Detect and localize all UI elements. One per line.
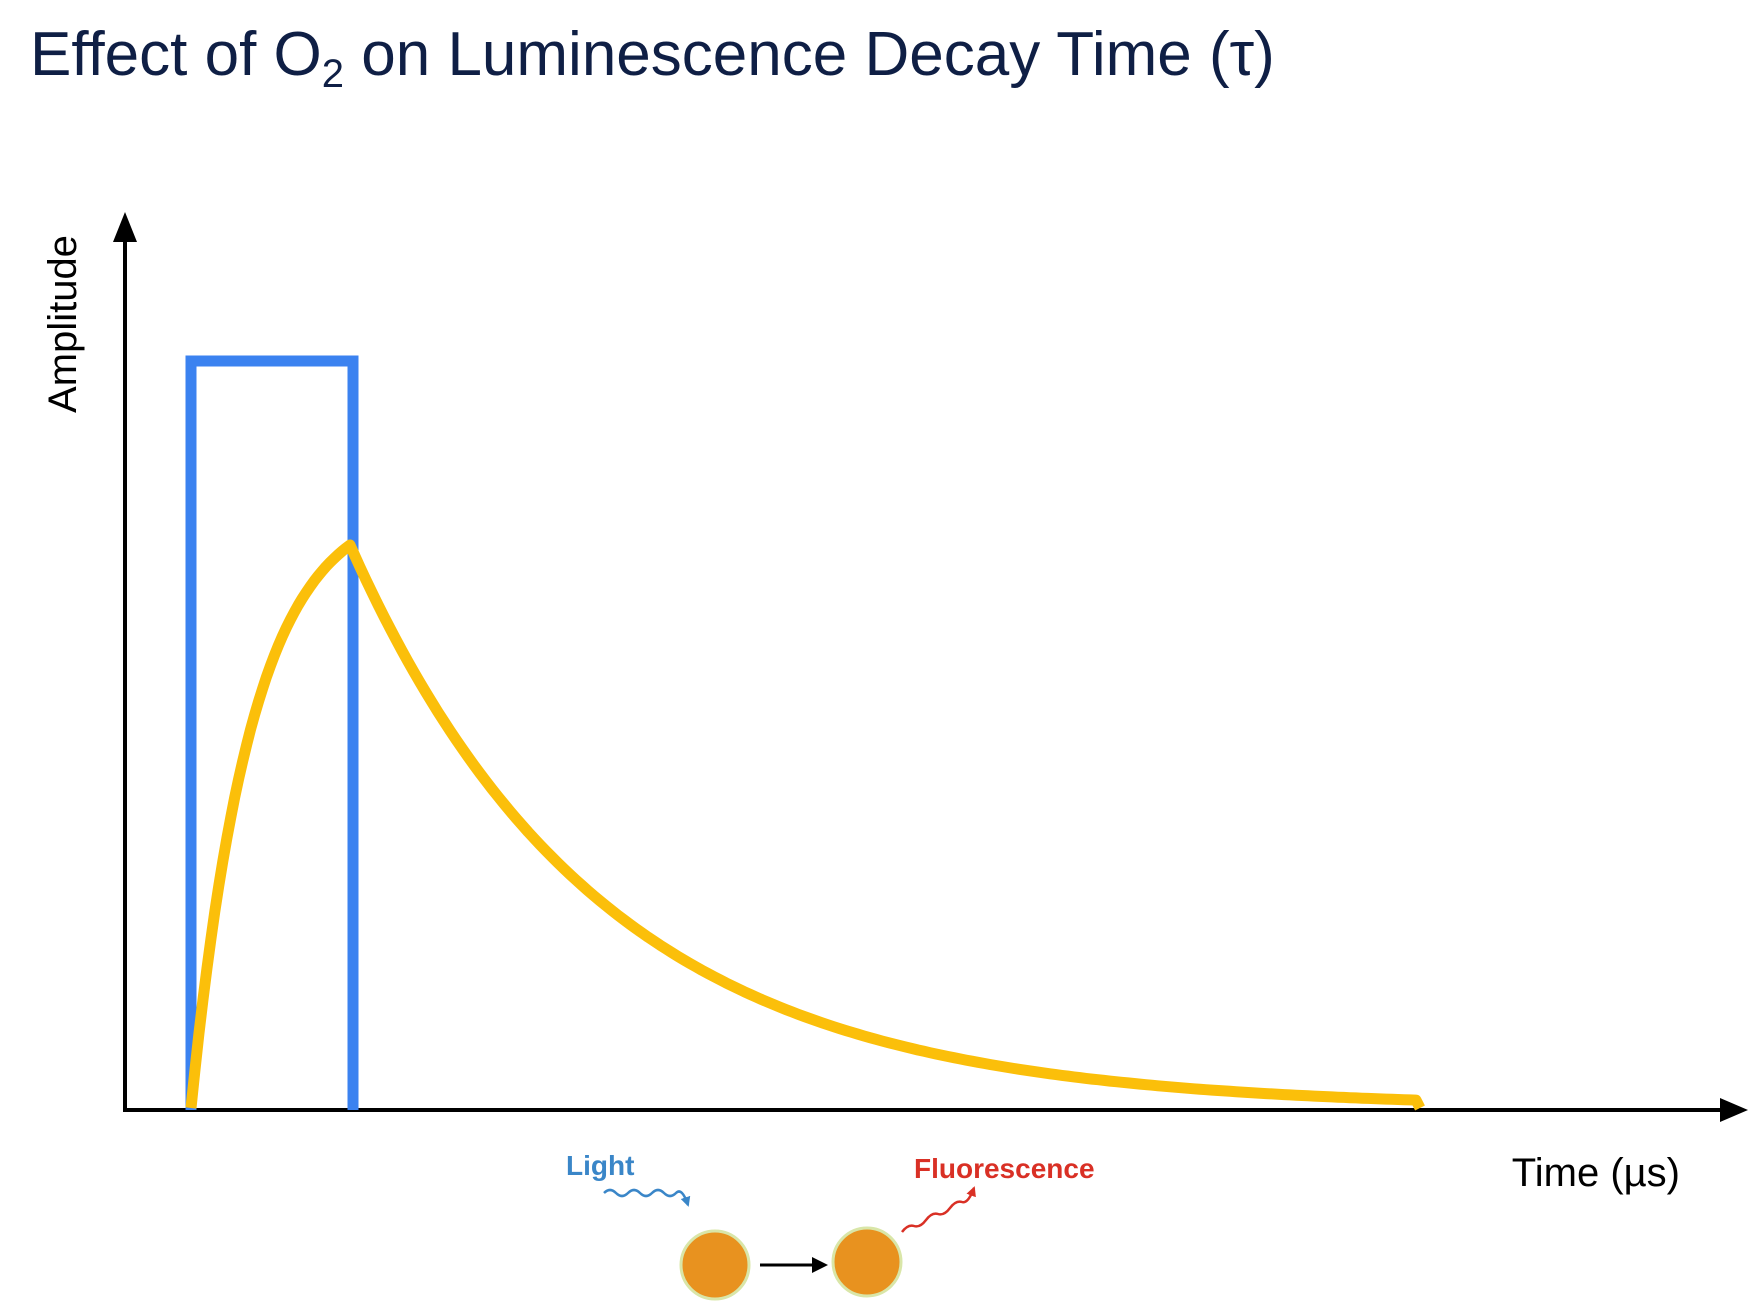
incoming-light-wave <box>603 1188 691 1207</box>
y-axis-label: Amplitude <box>41 235 85 413</box>
excitation-pulse-line <box>185 355 359 1110</box>
title-prefix: Effect of O <box>30 20 322 89</box>
light-label: Light <box>566 1150 634 1181</box>
title-suffix: on Luminescence Decay Time (τ) <box>344 20 1275 89</box>
emitted-fluorescence-wave <box>901 1186 976 1233</box>
molecule-excited-state <box>831 1226 903 1298</box>
fluorescence-label: Fluorescence <box>914 1153 1095 1184</box>
fluorescence-illustration: Light Fluorescence <box>566 1150 1095 1301</box>
luminescence-decay-curve <box>185 539 1425 1111</box>
molecule-ground-state <box>679 1229 751 1301</box>
slide-title: Effect of O2 on Luminescence Decay Time … <box>30 18 1275 94</box>
x-axis-arrowhead <box>1720 1098 1748 1122</box>
y-axis-arrowhead <box>113 212 137 242</box>
transition-arrowhead <box>812 1257 828 1273</box>
title-subscript: 2 <box>321 52 345 96</box>
x-axis-label: Time (µs) <box>1512 1151 1680 1195</box>
